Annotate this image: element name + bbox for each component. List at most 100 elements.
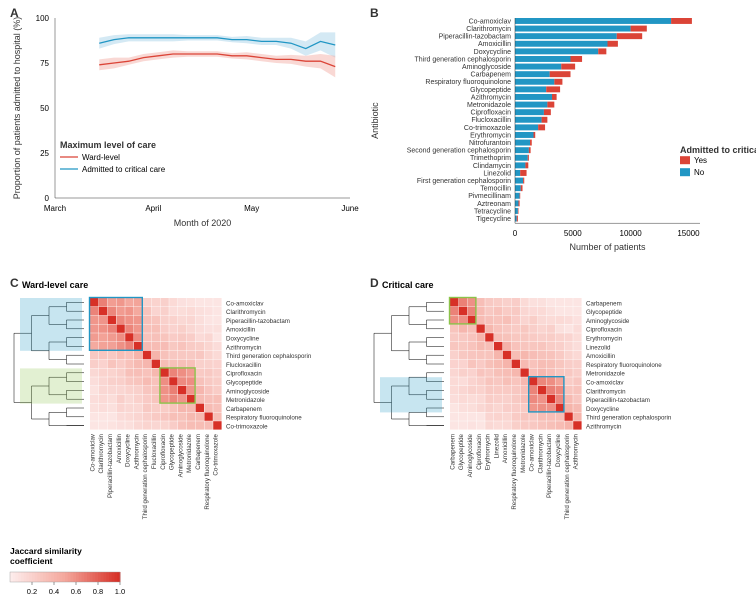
svg-text:Azithromycin: Azithromycin [226,344,262,351]
svg-text:Linezolid: Linezolid [493,433,500,458]
svg-text:Tetracycline: Tetracycline [474,208,511,215]
svg-text:Erythromycin: Erythromycin [586,336,623,343]
svg-text:Metronidazole: Metronidazole [186,433,193,472]
svg-text:Linezolid: Linezolid [483,170,511,177]
panel-b-svg: Co-amoxiclavClarithromycinPiperacillin-t… [360,0,756,270]
svg-text:Co-amoxiclav: Co-amoxiclav [89,433,96,471]
svg-text:Yes: Yes [694,156,707,165]
svg-text:Co-trimoxazole: Co-trimoxazole [226,424,268,431]
svg-text:Linezolid: Linezolid [586,344,611,351]
jaccard-legend-svg: Jaccard similaritycoefficient0.20.40.60.… [8,544,158,614]
svg-text:Third generation cephalosporin: Third generation cephalosporin [414,56,511,63]
svg-text:Doxycycline: Doxycycline [555,433,562,467]
svg-text:Metronidazole: Metronidazole [586,371,625,378]
svg-text:1.0: 1.0 [115,587,125,596]
svg-text:Amoxicillin: Amoxicillin [226,327,256,334]
svg-text:Ciprofloxacin: Ciprofloxacin [586,327,622,334]
svg-text:Doxycycline: Doxycycline [125,433,132,467]
svg-text:Doxycycline: Doxycycline [474,49,511,56]
svg-text:Carbapenem: Carbapenem [471,72,512,79]
svg-text:Co-amoxiclav: Co-amoxiclav [226,300,264,307]
svg-text:Amoxicillin: Amoxicillin [478,41,511,48]
svg-text:No: No [694,168,705,177]
svg-text:Aminoglycoside: Aminoglycoside [462,64,511,71]
svg-text:March: March [44,204,66,213]
svg-text:Clarithromycin: Clarithromycin [466,26,511,33]
svg-text:Azithromycin: Azithromycin [133,433,140,469]
svg-text:Doxycycline: Doxycycline [586,406,620,413]
svg-text:Temocillin: Temocillin [480,186,511,193]
svg-text:Piperacillin-tazobactam: Piperacillin-tazobactam [439,34,512,41]
svg-text:Aminoglycoside: Aminoglycoside [586,318,630,325]
panel-label-d: D [370,276,379,290]
svg-text:Nitrofurantoin: Nitrofurantoin [469,140,511,147]
svg-text:Third generation cephalosporin: Third generation cephalosporin [564,433,571,519]
panel-a-svg: 0255075100MarchAprilMayJuneMonth of 2020… [0,0,360,270]
svg-text:Glycopeptide: Glycopeptide [470,87,511,94]
svg-text:First generation cephalosporin: First generation cephalosporin [417,178,511,185]
svg-text:Clarithromycin: Clarithromycin [586,388,626,395]
svg-text:Number of patients: Number of patients [569,242,646,252]
svg-text:Ciprofloxacin: Ciprofloxacin [160,433,167,469]
svg-text:Admitted to critical care: Admitted to critical care [82,165,166,174]
svg-text:Azithromycin: Azithromycin [573,433,580,469]
panel-label-a: A [10,6,19,20]
svg-text:Jaccard similarity: Jaccard similarity [10,546,82,556]
svg-text:50: 50 [40,104,49,113]
svg-text:Respiratory fluoroquinolone: Respiratory fluoroquinolone [204,433,211,509]
svg-text:Third generation cephalosporin: Third generation cephalosporin [226,353,312,360]
svg-text:Doxycycline: Doxycycline [226,336,260,343]
svg-text:0.6: 0.6 [71,587,81,596]
svg-text:75: 75 [40,59,49,68]
svg-text:0: 0 [45,194,50,203]
svg-text:Clindamycin: Clindamycin [473,163,511,170]
svg-text:Maximum level of care: Maximum level of care [60,140,156,150]
svg-text:Glycopeptide: Glycopeptide [586,309,623,316]
svg-text:Flucloxacillin: Flucloxacillin [471,117,511,124]
svg-text:Amoxicillin: Amoxicillin [116,433,123,463]
svg-text:Erythromycin: Erythromycin [470,132,511,139]
svg-text:Carbapenem: Carbapenem [195,434,202,470]
svg-text:Co-trimoxazole: Co-trimoxazole [464,125,511,132]
svg-text:April: April [145,204,161,213]
svg-text:Tigecycline: Tigecycline [476,216,511,223]
svg-text:Third generation cephalosporin: Third generation cephalosporin [142,433,149,519]
svg-text:Metronidazole: Metronidazole [467,102,511,109]
svg-text:Piperacillin-tazobactam: Piperacillin-tazobactam [546,434,553,498]
panel-d-svg: Critical careCarbapenemGlycopeptideAmino… [360,270,756,594]
svg-text:Metronidazole: Metronidazole [520,433,527,472]
svg-text:Amoxicillin: Amoxicillin [586,353,616,360]
svg-text:May: May [244,204,259,213]
svg-text:Ciprofloxacin: Ciprofloxacin [476,433,483,469]
svg-text:0.4: 0.4 [49,587,59,596]
svg-text:Co-amoxiclav: Co-amoxiclav [586,380,624,387]
svg-text:Respiratory fluoroquinolone: Respiratory fluoroquinolone [586,362,662,369]
svg-text:Carbapenem: Carbapenem [226,406,262,413]
svg-text:Amoxicillin: Amoxicillin [502,433,509,463]
svg-text:Clarithromycin: Clarithromycin [226,309,266,316]
svg-text:Metronidazole: Metronidazole [226,397,265,404]
svg-text:Second generation cephalospori: Second generation cephalosporin [407,148,511,155]
svg-text:Ciprofloxacin: Ciprofloxacin [226,371,262,378]
svg-text:Clarithromycin: Clarithromycin [98,433,105,473]
panel-label-c: C [10,276,19,290]
svg-text:Co-amoxiclav: Co-amoxiclav [529,433,536,471]
svg-text:Piperacillin-tazobactam: Piperacillin-tazobactam [586,397,650,404]
svg-text:Pivmecillinam: Pivmecillinam [468,193,511,200]
svg-text:Piperacillin-tazobactam: Piperacillin-tazobactam [226,318,290,325]
svg-text:Co-trimoxazole: Co-trimoxazole [213,433,220,475]
svg-text:Critical care: Critical care [382,280,434,290]
svg-text:Azithromycin: Azithromycin [586,424,622,431]
svg-text:0.8: 0.8 [93,587,103,596]
svg-text:Third generation cephalosporin: Third generation cephalosporin [586,415,672,422]
svg-text:Co-amoxiclav: Co-amoxiclav [469,18,512,25]
svg-text:Erythromycin: Erythromycin [485,433,492,470]
svg-text:Ciprofloxacin: Ciprofloxacin [471,110,512,117]
svg-text:Aztreonam: Aztreonam [477,201,511,208]
svg-text:0.2: 0.2 [27,587,37,596]
figure-root: { "colors":{ "red":"#db4437","blue":"#21… [0,0,756,614]
svg-text:Glycopeptide: Glycopeptide [226,380,263,387]
svg-text:Trimethoprim: Trimethoprim [470,155,511,162]
svg-text:15000: 15000 [677,229,700,238]
svg-text:0: 0 [513,229,518,238]
